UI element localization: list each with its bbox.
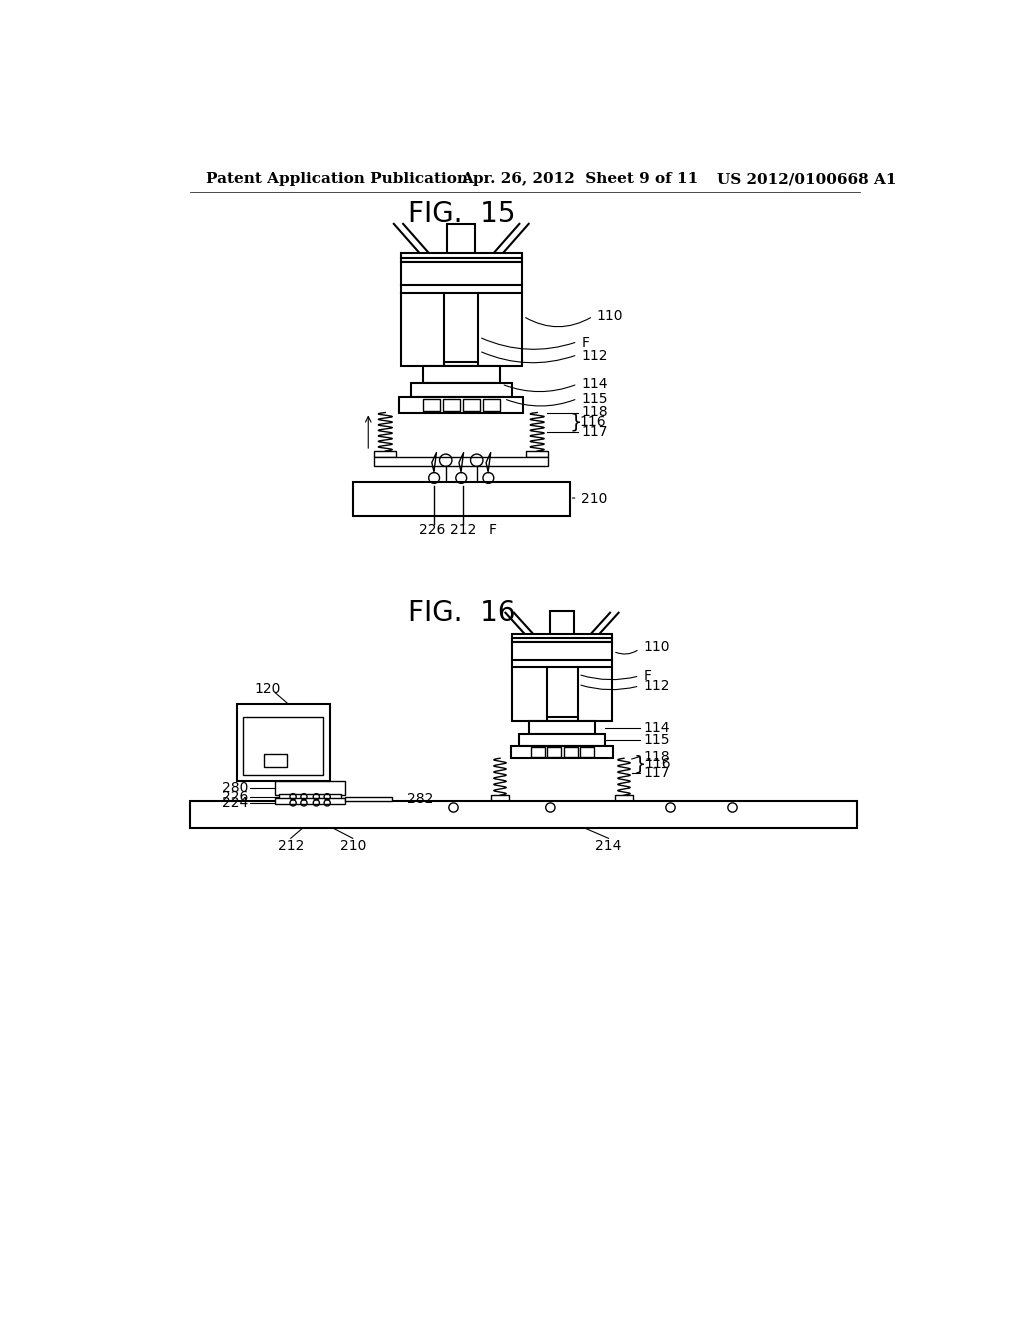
Text: 210: 210	[340, 840, 366, 853]
Text: 117: 117	[643, 766, 670, 780]
Bar	[263, 754, 287, 767]
Text: 116: 116	[645, 758, 672, 771]
Bar	[280, 793, 341, 800]
Text: 118: 118	[582, 405, 608, 420]
Bar	[512, 635, 611, 642]
Bar	[275, 781, 345, 795]
Text: 280: 280	[222, 781, 248, 795]
Bar	[483, 399, 500, 411]
Bar	[375, 457, 548, 466]
Text: }: }	[633, 755, 646, 774]
Text: F: F	[643, 669, 651, 682]
Text: F: F	[582, 337, 590, 350]
Text: US 2012/0100668 A1: US 2012/0100668 A1	[717, 172, 896, 186]
Text: 110: 110	[643, 640, 670, 655]
Bar	[531, 747, 545, 756]
Bar	[275, 799, 345, 804]
Bar	[447, 224, 475, 255]
Text: 115: 115	[582, 392, 608, 405]
Text: 226: 226	[222, 789, 248, 804]
Text: 212: 212	[450, 523, 476, 537]
Bar	[411, 383, 512, 397]
Text: 115: 115	[643, 733, 670, 747]
Bar	[237, 705, 330, 781]
Bar	[243, 718, 324, 775]
Text: F: F	[488, 523, 497, 537]
Text: 118: 118	[643, 750, 670, 764]
Bar	[563, 747, 578, 756]
Text: 112: 112	[582, 350, 608, 363]
Text: 214: 214	[595, 840, 622, 853]
Bar	[352, 482, 569, 516]
Text: 212: 212	[278, 840, 304, 853]
Bar	[463, 399, 480, 411]
Text: 224: 224	[222, 796, 248, 810]
Text: 110: 110	[597, 309, 624, 323]
Text: 210: 210	[582, 492, 608, 506]
Bar	[614, 795, 633, 800]
Text: 114: 114	[582, 378, 608, 391]
Bar	[547, 747, 561, 756]
Bar	[400, 263, 521, 367]
Bar	[580, 747, 594, 756]
Text: 112: 112	[643, 678, 670, 693]
Bar	[511, 746, 613, 758]
Bar	[375, 451, 396, 457]
Bar	[423, 399, 439, 411]
Text: 120: 120	[254, 682, 281, 696]
Text: 282: 282	[407, 792, 433, 807]
Bar	[512, 642, 611, 721]
Bar	[526, 451, 548, 457]
Text: FIG.  15: FIG. 15	[408, 199, 515, 228]
Bar	[190, 801, 856, 829]
Bar	[442, 399, 460, 411]
Bar	[400, 253, 521, 263]
Text: Apr. 26, 2012  Sheet 9 of 11: Apr. 26, 2012 Sheet 9 of 11	[461, 172, 698, 186]
Text: FIG.  16: FIG. 16	[408, 599, 515, 627]
Text: 114: 114	[643, 721, 670, 735]
Bar	[345, 797, 391, 801]
Text: }: }	[569, 412, 583, 432]
Bar	[490, 795, 509, 800]
Text: Patent Application Publication: Patent Application Publication	[206, 172, 468, 186]
Bar	[528, 721, 595, 734]
Text: 117: 117	[582, 425, 608, 438]
Text: 226: 226	[419, 523, 445, 537]
Bar	[519, 734, 604, 746]
Bar	[550, 611, 574, 636]
Bar	[423, 366, 500, 383]
Bar	[399, 397, 523, 412]
Text: 116: 116	[579, 414, 605, 429]
